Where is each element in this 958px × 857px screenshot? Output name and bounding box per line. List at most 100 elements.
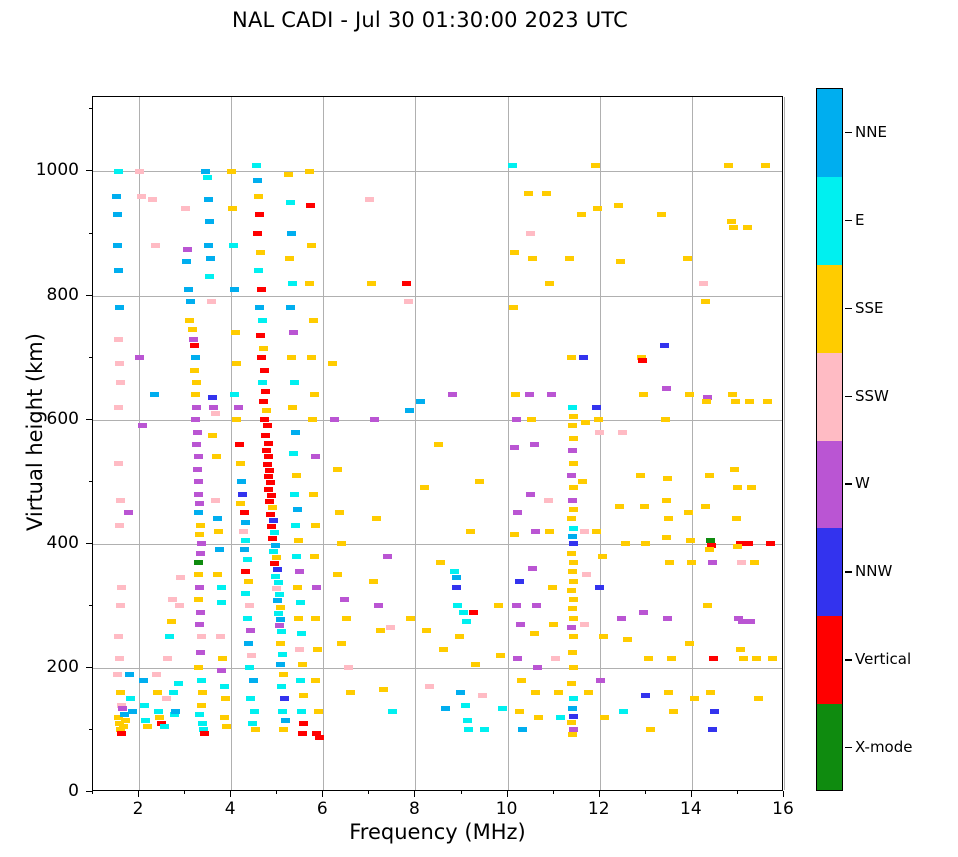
data-point [662, 386, 672, 392]
data-point [636, 355, 646, 361]
data-point [566, 550, 576, 556]
data-point [477, 693, 487, 699]
data-point [260, 389, 270, 395]
data-point [369, 417, 379, 423]
colorbar-segment-w [817, 440, 842, 529]
data-point [663, 615, 673, 621]
data-point [173, 680, 183, 686]
data-point [285, 199, 295, 205]
x-axis-tick [783, 791, 784, 797]
y-axis-minor-tick [89, 356, 92, 358]
data-point [216, 584, 226, 590]
data-point [698, 280, 708, 286]
data-point [263, 474, 273, 480]
data-point [307, 417, 317, 423]
data-point [640, 504, 650, 510]
data-point [337, 541, 347, 547]
data-point [726, 218, 736, 224]
data-point [569, 435, 579, 441]
data-point [310, 454, 320, 460]
data-point [267, 492, 277, 498]
colorbar-tick [845, 483, 852, 485]
data-point [470, 662, 480, 668]
x-axis-minor-tick [92, 791, 93, 794]
data-point [682, 255, 692, 261]
data-point [293, 615, 303, 621]
data-point [290, 379, 300, 385]
x-axis-minor-tick [184, 791, 186, 794]
data-point [268, 505, 278, 511]
data-point [152, 690, 162, 696]
data-point [493, 603, 503, 609]
data-point [294, 569, 304, 575]
x-axis-tick-label: 4 [224, 799, 236, 819]
colorbar-tick [845, 659, 852, 661]
colorbar-label-x-mode: X-mode [855, 738, 913, 757]
data-point [293, 584, 303, 590]
data-point [273, 579, 283, 585]
data-point [197, 541, 207, 547]
data-point [708, 559, 718, 565]
data-point [637, 358, 647, 364]
data-point [134, 168, 144, 174]
colorbar-tick [845, 307, 852, 310]
data-point [594, 417, 604, 423]
data-point [567, 423, 577, 429]
data-point [218, 656, 228, 662]
data-point [308, 491, 318, 497]
x-axis-tick-label: 8 [409, 799, 420, 819]
data-point [175, 603, 185, 609]
data-point [142, 724, 152, 730]
data-point [566, 473, 576, 479]
data-point [296, 631, 306, 637]
data-point [385, 625, 395, 631]
data-point [534, 715, 544, 721]
data-point [232, 361, 242, 367]
data-point [513, 510, 523, 516]
data-point [141, 718, 151, 724]
data-point [162, 696, 172, 702]
data-point [113, 268, 123, 274]
data-point [475, 479, 485, 485]
data-point [526, 491, 536, 497]
data-point [598, 634, 608, 640]
data-point [459, 609, 469, 615]
data-point [334, 510, 344, 516]
data-point [461, 618, 471, 624]
data-point [742, 224, 752, 230]
data-point [204, 274, 214, 280]
data-point [276, 616, 286, 622]
figure-title: NAL CADI - Jul 30 01:30:00 2023 UTC [232, 8, 628, 32]
data-point [568, 665, 578, 671]
data-point [196, 522, 206, 528]
data-point [515, 621, 525, 627]
data-point [260, 432, 270, 438]
colorbar-segment-vertical [817, 616, 842, 705]
data-point [731, 398, 741, 404]
data-point [510, 531, 520, 537]
data-point [166, 618, 176, 624]
data-point [463, 727, 473, 733]
data-point [244, 578, 254, 584]
data-point [289, 451, 299, 457]
data-point [273, 610, 283, 616]
data-point [286, 355, 296, 361]
data-point [196, 649, 206, 655]
data-point [566, 720, 576, 725]
data-point [270, 561, 279, 567]
data-point [468, 609, 478, 615]
data-point [582, 572, 592, 578]
data-point [259, 417, 269, 423]
data-point [514, 708, 524, 714]
data-point [197, 702, 207, 708]
data-point [314, 708, 324, 714]
data-point [114, 715, 124, 721]
data-points-layer [93, 97, 782, 790]
data-point [296, 708, 306, 714]
data-point [112, 243, 122, 249]
data-point [641, 693, 651, 699]
data-point [116, 690, 126, 696]
data-point [597, 553, 607, 559]
data-point [511, 392, 521, 398]
